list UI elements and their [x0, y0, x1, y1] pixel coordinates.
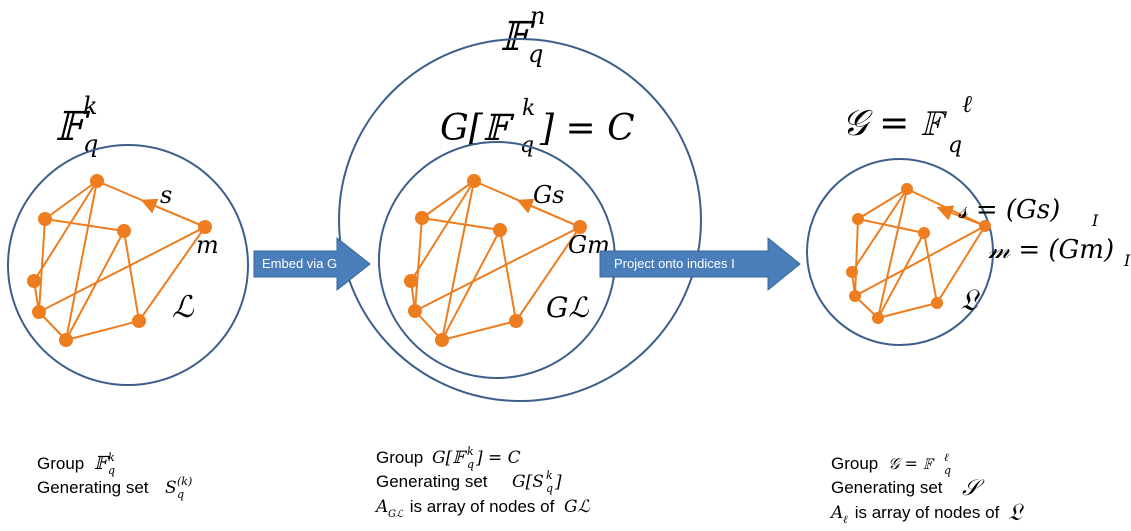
middle-outer-circle [338, 38, 702, 402]
right-node-label-s: 𝓈 = (Gs) I [958, 195, 1099, 230]
svg-text:q: q [83, 130, 98, 158]
svg-text:k: k [546, 469, 553, 482]
svg-text:is array of nodes of: is array of nodes of [405, 497, 559, 516]
svg-text:q: q [467, 458, 474, 471]
left-caption: Group 𝔽 k q Generating set S (k) q [37, 451, 192, 501]
svg-text:k: k [83, 92, 98, 120]
middle-inner-circle [378, 141, 616, 379]
svg-text:] = C: ] = C [475, 448, 521, 468]
left-space-title: 𝔽 k q [55, 92, 98, 158]
svg-text:𝒮: 𝒮 [962, 476, 985, 501]
left-node-label-m: m [196, 231, 219, 259]
svg-text:G[𝔽: G[𝔽 [432, 448, 467, 468]
svg-text:q: q [177, 488, 184, 501]
svg-text:Generating set: Generating set [37, 478, 149, 497]
svg-text:Generating set: Generating set [376, 472, 488, 491]
right-graph-nodes [846, 183, 991, 324]
svg-text:A: A [829, 503, 843, 523]
right-caption: Group 𝒢 = 𝔽 ℓ q Generating set 𝒮 A ℓ is … [829, 451, 1025, 526]
svg-text:q: q [108, 464, 115, 477]
left-node-label-s: s [160, 181, 172, 209]
svg-text:ℓ: ℓ [843, 513, 848, 526]
right-set-label: 𝔏 [960, 283, 981, 318]
svg-text:Group: Group [376, 448, 423, 467]
svg-text:Group: Group [831, 454, 878, 473]
svg-text:𝒢 = 𝔽: 𝒢 = 𝔽 [842, 103, 948, 144]
svg-text:q: q [948, 133, 962, 158]
svg-text:𝒢 = 𝔽: 𝒢 = 𝔽 [888, 454, 935, 473]
svg-text:I: I [1123, 251, 1131, 270]
right-circle [806, 158, 994, 346]
middle-graph-nodes [404, 174, 587, 347]
svg-text:𝓈 = (Gs): 𝓈 = (Gs) [958, 195, 1060, 225]
embed-arrow: Embed via G [253, 236, 371, 292]
middle-caption: Group G[𝔽 k q ] = C Generating set G[S k… [374, 445, 591, 520]
svg-text:Project onto indices I: Project onto indices I [614, 256, 735, 271]
svg-text:k: k [522, 96, 535, 121]
svg-text:𝓂 = (Gm): 𝓂 = (Gm) [988, 235, 1114, 265]
svg-text:Group: Group [37, 454, 84, 473]
svg-text:Generating set: Generating set [831, 478, 943, 497]
left-set-label: ℒ [172, 290, 195, 325]
left-graph-nodes [27, 174, 212, 347]
left-graph [33, 180, 206, 341]
svg-text:A: A [374, 497, 388, 517]
svg-text:Gℒ: Gℒ [388, 509, 404, 520]
project-arrow: Project onto indices I [599, 236, 801, 292]
right-title: 𝒢 = 𝔽 ℓ q [842, 90, 972, 158]
left-circle [7, 144, 249, 386]
svg-text:q: q [528, 40, 543, 68]
middle-graph [410, 180, 581, 341]
svg-text:Gℒ: Gℒ [564, 497, 591, 517]
middle-set-label: Gℒ [546, 291, 589, 324]
svg-text:S: S [165, 478, 177, 498]
svg-text:Embed via G: Embed via G [262, 256, 337, 271]
svg-text:] = C: ] = C [539, 108, 635, 149]
svg-text:q: q [944, 464, 951, 477]
svg-text:(k): (k) [177, 475, 192, 488]
svg-text:n: n [530, 2, 545, 30]
middle-node-label-s: Gs [533, 181, 565, 209]
svg-text:]: ] [554, 472, 562, 492]
svg-text:ℓ: ℓ [944, 451, 949, 464]
svg-text:is array of nodes of: is array of nodes of [850, 503, 1004, 522]
svg-text:k: k [467, 445, 474, 458]
svg-text:k: k [108, 451, 115, 464]
middle-outer-title: 𝔽 n q [500, 2, 545, 68]
right-graph [851, 188, 986, 319]
svg-text:ℓ: ℓ [962, 90, 972, 118]
right-node-label-m: 𝓂 = (Gm) I [988, 235, 1131, 270]
svg-text:q: q [546, 482, 553, 495]
svg-text:𝔽: 𝔽 [94, 453, 110, 474]
svg-text:𝔏: 𝔏 [1008, 498, 1025, 526]
svg-text:G[S: G[S [512, 472, 544, 492]
svg-text:I: I [1091, 211, 1099, 230]
